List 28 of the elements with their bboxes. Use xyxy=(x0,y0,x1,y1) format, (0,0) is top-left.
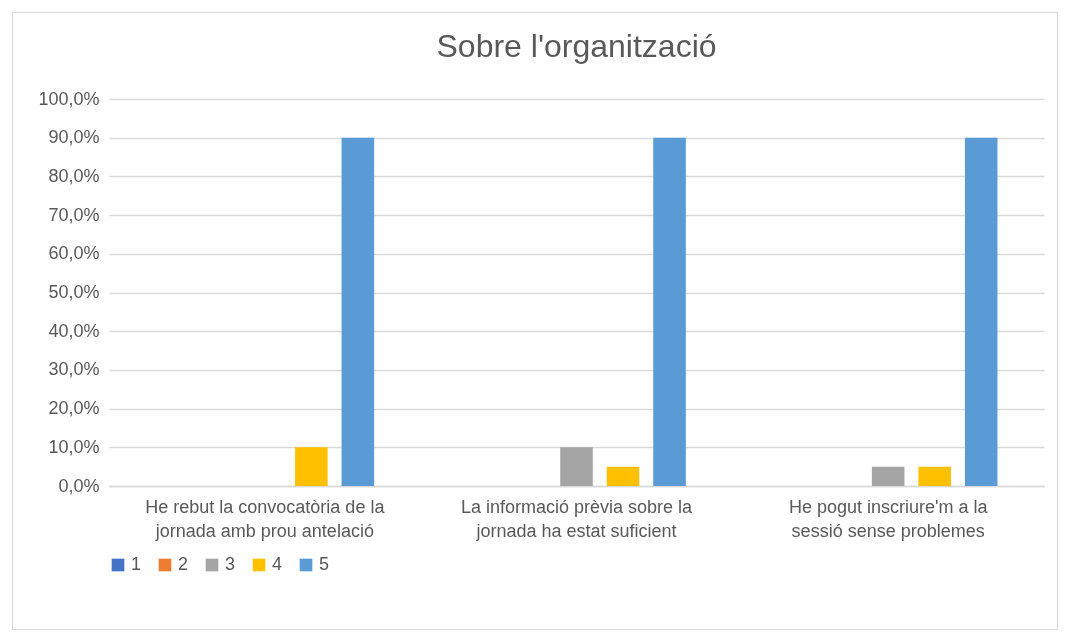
y-tick-label: 10,0% xyxy=(48,436,100,457)
chart-title: Sobre l'organització xyxy=(436,28,717,64)
x-tick-label: La informació prèvia sobre la jornada ha estat suficient xyxy=(460,496,694,541)
legend-label: 5 xyxy=(319,554,330,574)
bar xyxy=(871,466,905,486)
legend-label: 1 xyxy=(131,554,142,574)
bar xyxy=(918,466,951,486)
legend-label: 2 xyxy=(178,554,189,574)
bar xyxy=(560,447,593,486)
bar xyxy=(653,137,686,486)
y-tick-label: 20,0% xyxy=(48,398,100,419)
legend-label: 3 xyxy=(225,554,236,574)
y-tick-label: 30,0% xyxy=(48,359,100,380)
y-tick-label: 0,0% xyxy=(58,475,100,496)
y-tick-label: 70,0% xyxy=(48,204,100,225)
bar xyxy=(295,447,328,486)
bar xyxy=(606,466,640,486)
y-tick-label: 90,0% xyxy=(48,127,100,148)
y-tick-label: 50,0% xyxy=(48,282,100,302)
x-tick-label: He pogut inscriure'm a la sessió sense problemes xyxy=(788,496,989,541)
y-tick-label: 60,0% xyxy=(48,243,100,264)
y-tick-label: 80,0% xyxy=(48,165,100,186)
legend-label: 4 xyxy=(272,554,283,574)
x-tick-label: He rebut la convocatòria de la jornada amb prou antelació xyxy=(145,496,386,541)
y-tick-label: 100,0% xyxy=(38,88,100,109)
bar xyxy=(341,137,375,486)
y-tick-label: 40,0% xyxy=(48,320,100,341)
bar xyxy=(964,137,998,486)
